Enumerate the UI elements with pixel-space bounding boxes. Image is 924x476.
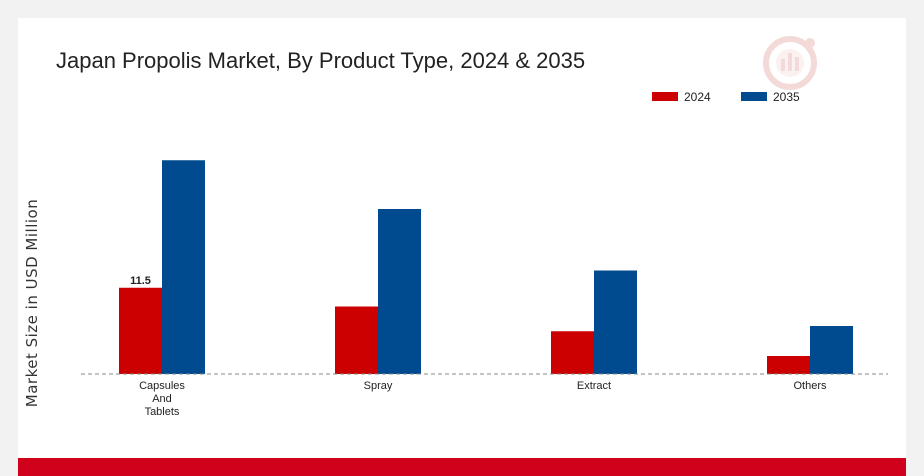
- legend-swatch-2035: [741, 92, 767, 101]
- bar-2024-3: [767, 356, 810, 374]
- bar-2035-2: [594, 270, 637, 374]
- data-labels: 11.5: [130, 275, 151, 287]
- logo-icon: [763, 36, 817, 90]
- chart-title: Japan Propolis Market, By Product Type, …: [56, 48, 585, 73]
- legend-label-2035: 2035: [773, 90, 800, 104]
- chart: Japan Propolis Market, By Product Type, …: [23, 36, 888, 418]
- x-tick-label: And: [152, 393, 172, 405]
- x-tick-label: Capsules: [139, 380, 185, 392]
- legend-swatch-2024: [652, 92, 678, 101]
- bar-2035-0: [162, 160, 205, 374]
- y-axis-label: Market Size in USD Million: [23, 199, 41, 407]
- footer-accent-bar: [18, 458, 906, 476]
- bar-2024-0: [119, 287, 162, 374]
- x-tick-label: Extract: [577, 380, 611, 392]
- x-tick-label: Spray: [364, 380, 393, 392]
- x-tick-label: Others: [793, 380, 827, 392]
- bar-2035-3: [810, 326, 853, 374]
- bar-2024-1: [335, 306, 378, 374]
- chart-card: Japan Propolis Market, By Product Type, …: [18, 18, 906, 458]
- legend-label-2024: 2024: [684, 90, 711, 104]
- x-tick-label: Tablets: [145, 406, 180, 418]
- legend: 2024 2035: [652, 90, 800, 104]
- bar-2035-1: [378, 209, 421, 374]
- data-label: 11.5: [130, 275, 151, 287]
- bar-2024-2: [551, 331, 594, 374]
- bars: [119, 160, 853, 374]
